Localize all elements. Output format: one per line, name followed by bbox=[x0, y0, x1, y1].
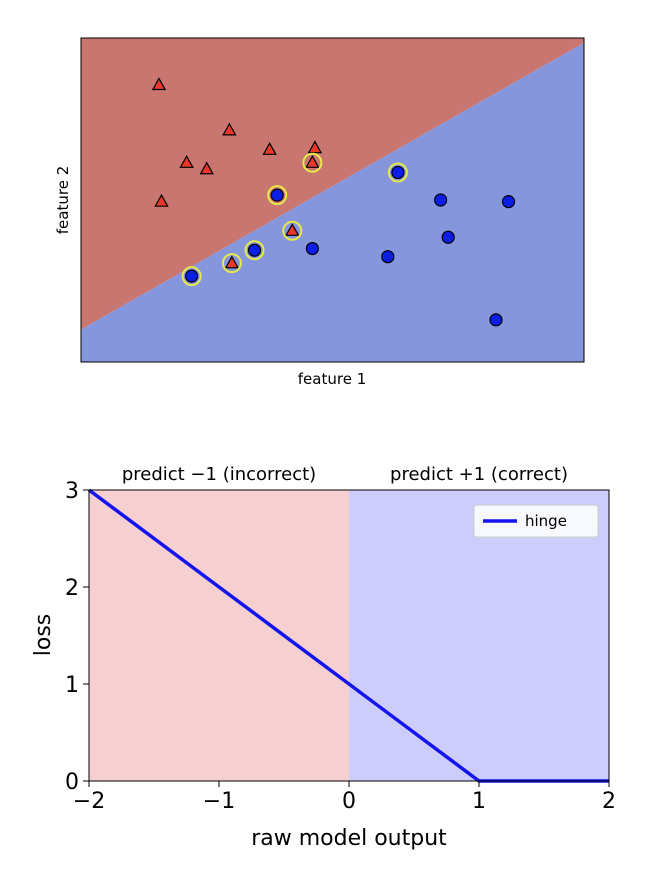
y-tick-label: 1 bbox=[65, 673, 79, 698]
scatter-point-triangle bbox=[305, 155, 320, 168]
x-tick-label: 0 bbox=[342, 789, 356, 814]
x-tick-label: 2 bbox=[602, 789, 616, 814]
region-class-minus-one bbox=[81, 38, 584, 330]
scatter-point-circle bbox=[501, 195, 516, 209]
y-tick-label: 3 bbox=[65, 479, 79, 504]
scatter-point-circle bbox=[434, 193, 448, 207]
legend-label-hinge: hinge bbox=[525, 512, 567, 530]
region-label-correct: predict +1 (correct) bbox=[390, 464, 568, 485]
scatter-point-circle bbox=[185, 269, 199, 283]
y-axis-label: loss bbox=[31, 614, 56, 657]
scatter-point-circle bbox=[489, 313, 503, 327]
decision-boundary-chart: feature 1 feature 2 bbox=[54, 37, 585, 388]
region-class-plus-one bbox=[81, 42, 584, 362]
plot-frame bbox=[80, 37, 585, 363]
scatter-point-triangle bbox=[224, 255, 240, 269]
support-vector-ring bbox=[302, 152, 323, 173]
scatter-point-triangle bbox=[179, 155, 194, 168]
x-axis-label: raw model output bbox=[251, 826, 447, 851]
x-tick-label: −2 bbox=[73, 789, 105, 814]
support-vector-ring bbox=[267, 185, 288, 206]
hinge-loss-chart: predict −1 (incorrect) predict +1 (corre… bbox=[31, 464, 616, 851]
region-label-incorrect: predict −1 (incorrect) bbox=[122, 464, 316, 485]
scatter-point-circle bbox=[305, 242, 319, 256]
x-axis-label: feature 1 bbox=[298, 370, 366, 388]
scatter-point-circle bbox=[381, 250, 395, 264]
support-vector-ring bbox=[181, 266, 202, 287]
scatter-point-triangle bbox=[307, 140, 323, 154]
scatter-point-triangle bbox=[199, 161, 214, 175]
region-predict-plus-one bbox=[349, 490, 609, 781]
support-vector-ring bbox=[282, 220, 303, 241]
scatter-point-circle bbox=[270, 188, 284, 202]
region-predict-minus-one bbox=[89, 490, 349, 781]
y-tick-label: 0 bbox=[65, 770, 79, 795]
y-axis-ticks: 0 1 2 3 bbox=[65, 479, 89, 795]
scatter-points bbox=[151, 77, 516, 327]
scatter-point-circle bbox=[247, 243, 262, 257]
x-axis-ticks: −2 −1 0 1 2 bbox=[73, 781, 616, 814]
scatter-point-triangle bbox=[222, 122, 237, 136]
support-vector-ring bbox=[221, 253, 242, 274]
scatter-point-triangle bbox=[151, 77, 167, 91]
scatter-point-circle bbox=[441, 230, 455, 244]
x-tick-label: −1 bbox=[203, 789, 235, 814]
y-tick-label: 2 bbox=[65, 576, 79, 601]
scatter-point-triangle bbox=[154, 193, 169, 207]
scatter-point-circle bbox=[391, 165, 405, 180]
x-tick-label: 1 bbox=[472, 789, 486, 814]
legend-box bbox=[473, 504, 599, 538]
legend: hinge bbox=[473, 504, 599, 538]
support-vector-ring bbox=[244, 240, 265, 261]
support-vector-ring bbox=[387, 162, 408, 183]
y-axis-label: feature 2 bbox=[54, 166, 72, 234]
scatter-point-triangle bbox=[285, 223, 300, 236]
scatter-point-triangle bbox=[262, 142, 277, 155]
